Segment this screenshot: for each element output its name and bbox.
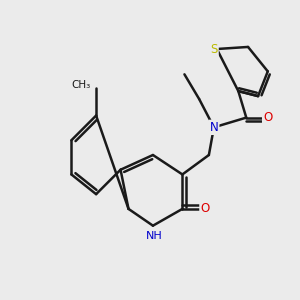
Text: CH₃: CH₃ bbox=[72, 80, 91, 90]
Text: N: N bbox=[209, 121, 218, 134]
Text: O: O bbox=[263, 111, 272, 124]
Text: NH: NH bbox=[146, 231, 163, 241]
Text: S: S bbox=[210, 43, 218, 56]
Text: O: O bbox=[200, 202, 210, 215]
